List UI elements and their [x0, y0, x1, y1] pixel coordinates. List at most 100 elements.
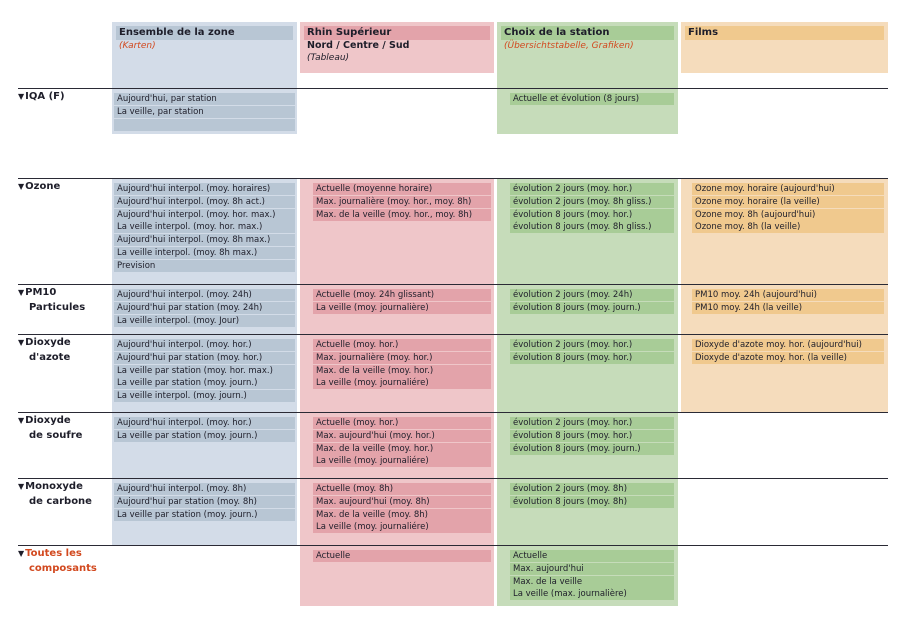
- link-item[interactable]: Aujourd'hui par station (moy. 8h): [114, 495, 295, 508]
- expand-triangle-icon[interactable]: ▼: [18, 288, 25, 297]
- link-item[interactable]: Actuelle: [510, 550, 674, 562]
- expand-triangle-icon[interactable]: ▼: [18, 338, 25, 347]
- link-item[interactable]: évolution 8 jours (moy. journ.): [510, 442, 674, 455]
- header-zone-link[interactable]: (Karten): [119, 41, 156, 51]
- link-item[interactable]: évolution 8 jours (moy. hor.): [510, 351, 674, 364]
- link-item[interactable]: Actuelle: [313, 550, 491, 562]
- link-item[interactable]: évolution 2 jours (moy. hor.): [510, 417, 674, 429]
- header-station: Choix de la station (Übersichtstabelle, …: [497, 22, 678, 72]
- link-item[interactable]: La veille (moy. journaliére): [313, 377, 491, 390]
- link-item[interactable]: Ozone moy. 8h (aujourd'hui): [692, 208, 884, 221]
- link-item[interactable]: Aujourd'hui interpol. (moy. hor.): [114, 339, 295, 351]
- row-label[interactable]: ▼Dioxyde d'azote: [18, 335, 71, 365]
- link-item[interactable]: Aujourd'hui interpol. (moy. hor. max.): [114, 208, 295, 221]
- link-item[interactable]: La veille par station (moy. hor. max.): [114, 364, 295, 377]
- row-label[interactable]: ▼Dioxyde de soufre: [18, 413, 82, 443]
- link-item[interactable]: PM10 moy. 24h (aujourd'hui): [692, 289, 884, 301]
- header-rhin-link[interactable]: (Tableau): [307, 53, 350, 63]
- row-label[interactable]: ▼Ozone: [18, 179, 60, 209]
- link-item[interactable]: évolution 8 jours (moy. journ.): [510, 301, 674, 314]
- link-item[interactable]: La veille (max. journalière): [510, 588, 674, 601]
- link-item[interactable]: Actuelle (moy. hor.): [313, 417, 491, 429]
- header-films: Films: [681, 22, 888, 72]
- link-item[interactable]: PM10 moy. 24h (la veille): [692, 301, 884, 314]
- row-label-line2: de soufre: [29, 430, 83, 441]
- link-item[interactable]: La veille interpol. (moy. journ.): [114, 390, 295, 403]
- rhin-empty-iqa: [300, 73, 494, 134]
- link-item[interactable]: évolution 2 jours (moy. 8h): [510, 483, 674, 495]
- link-item[interactable]: Max. de la veille (moy. hor., moy. 8h): [313, 208, 491, 221]
- link-item[interactable]: Dioxyde d'azote moy. hor. (aujourd'hui): [692, 339, 884, 351]
- link-item[interactable]: La veille interpol. (moy. 8h max.): [114, 247, 295, 259]
- films-empty-lower: [681, 412, 888, 612]
- link-item[interactable]: évolution 2 jours (moy. hor.): [510, 339, 674, 351]
- link-item[interactable]: Aujourd'hui interpol. (moy. 8h): [114, 483, 295, 495]
- link-item[interactable]: Ozone moy. 8h (la veille): [692, 221, 884, 234]
- link-item[interactable]: Actuelle (moy. 8h): [313, 483, 491, 495]
- link-item[interactable]: Max. de la veille (moy. hor.): [313, 442, 491, 455]
- link-item[interactable]: Aujourd'hui, par station: [114, 93, 295, 105]
- link-item[interactable]: Aujourd'hui interpol. (moy. 24h): [114, 289, 295, 301]
- expand-triangle-icon[interactable]: ▼: [18, 549, 25, 558]
- link-item[interactable]: Max. de la veille (moy. 8h): [313, 508, 491, 521]
- link-item[interactable]: La veille par station (moy. journ.): [114, 429, 295, 442]
- row-label[interactable]: ▼Toutes les composants: [18, 546, 97, 576]
- expand-triangle-icon[interactable]: ▼: [18, 182, 25, 191]
- row-label[interactable]: ▼PM10 Particules: [18, 285, 85, 315]
- link-item[interactable]: Prevision: [114, 259, 295, 272]
- link-item[interactable]: évolution 8 jours (moy. hor.): [510, 429, 674, 442]
- link-item[interactable]: Max. aujourd'hui (moy. hor.): [313, 429, 491, 442]
- link-item[interactable]: évolution 8 jours (moy. 8h gliss.): [510, 221, 674, 234]
- link-item[interactable]: évolution 2 jours (moy. 24h): [510, 289, 674, 301]
- films-empty-iqa: [681, 73, 888, 134]
- row-separator: [18, 284, 888, 285]
- expand-triangle-icon[interactable]: ▼: [18, 482, 25, 491]
- link-item[interactable]: Actuelle (moy. 24h glissant): [313, 289, 491, 301]
- row-label[interactable]: ▼IQA (F): [18, 89, 65, 119]
- link-item[interactable]: Max. journalière (moy. hor.): [313, 351, 491, 364]
- row-label-line1: Ozone: [25, 181, 61, 192]
- link-item[interactable]: Ozone moy. horaire (aujourd'hui): [692, 183, 884, 195]
- link-item[interactable]: La veille par station (moy. journ.): [114, 508, 295, 521]
- link-item[interactable]: La veille (moy. journaliére): [313, 521, 491, 534]
- link-item[interactable]: Actuelle et évolution (8 jours): [510, 93, 674, 105]
- link-item[interactable]: Actuelle (moy. hor.): [313, 339, 491, 351]
- link-item[interactable]: Max. aujourd'hui: [510, 562, 674, 575]
- row-label-line2: composants: [29, 563, 97, 574]
- link-item[interactable]: évolution 8 jours (moy. hor.): [510, 208, 674, 221]
- expand-triangle-icon[interactable]: ▼: [18, 416, 25, 425]
- link-item[interactable]: La veille (moy. journaliére): [313, 455, 491, 468]
- link-item[interactable]: Dioxyde d'azote moy. hor. (la veille): [692, 351, 884, 364]
- link-item[interactable]: La veille interpol. (moy. hor. max.): [114, 221, 295, 234]
- link-item[interactable]: Max. de la veille (moy. hor.): [313, 364, 491, 377]
- row-separator: [18, 334, 888, 335]
- row-gap: [0, 134, 900, 178]
- link-item[interactable]: évolution 8 jours (moy. 8h): [510, 495, 674, 508]
- link-item[interactable]: Aujourd'hui par station (moy. hor.): [114, 351, 295, 364]
- link-item[interactable]: évolution 2 jours (moy. 8h gliss.): [510, 195, 674, 208]
- link-item[interactable]: Aujourd'hui par station (moy. 24h): [114, 301, 295, 314]
- header-station-link[interactable]: (Übersichtstabelle, Grafiken): [504, 41, 634, 51]
- link-item[interactable]: La veille, par station: [114, 105, 295, 118]
- link-item[interactable]: Actuelle (moyenne horaire): [313, 183, 491, 195]
- link-item[interactable]: Max. de la veille: [510, 575, 674, 588]
- zone-empty-lower: [112, 545, 297, 615]
- link-item[interactable]: Aujourd'hui interpol. (moy. 8h act.): [114, 195, 295, 208]
- header-rhin-title: Rhin Supérieur: [304, 26, 490, 40]
- link-item[interactable]: évolution 2 jours (moy. hor.): [510, 183, 674, 195]
- link-item[interactable]: Aujourd'hui interpol. (moy. 8h max.): [114, 234, 295, 247]
- row-label-line2: Particules: [29, 302, 86, 313]
- row-label[interactable]: ▼Monoxyde de carbone: [18, 479, 92, 509]
- link-item[interactable]: Aujourd'hui interpol. (moy. horaires): [114, 183, 295, 195]
- link-item[interactable]: Max. aujourd'hui (moy. 8h): [313, 495, 491, 508]
- link-item[interactable]: La veille interpol. (moy. Jour): [114, 314, 295, 327]
- link-item[interactable]: Ozone moy. horaire (la veille): [692, 195, 884, 208]
- link-item[interactable]: La veille par station (moy. journ.): [114, 377, 295, 390]
- link-item[interactable]: La veille (moy. journalière): [313, 301, 491, 314]
- header-rhin: Rhin Supérieur Nord / Centre / Sud (Tabl…: [300, 22, 494, 72]
- link-item[interactable]: Aujourd'hui interpol. (moy. hor.): [114, 417, 295, 429]
- row-label-line2: de carbone: [29, 496, 92, 507]
- link-item[interactable]: Max. journalière (moy. hor., moy. 8h): [313, 195, 491, 208]
- row-label-line1: PM10: [25, 287, 57, 298]
- expand-triangle-icon[interactable]: ▼: [18, 92, 25, 101]
